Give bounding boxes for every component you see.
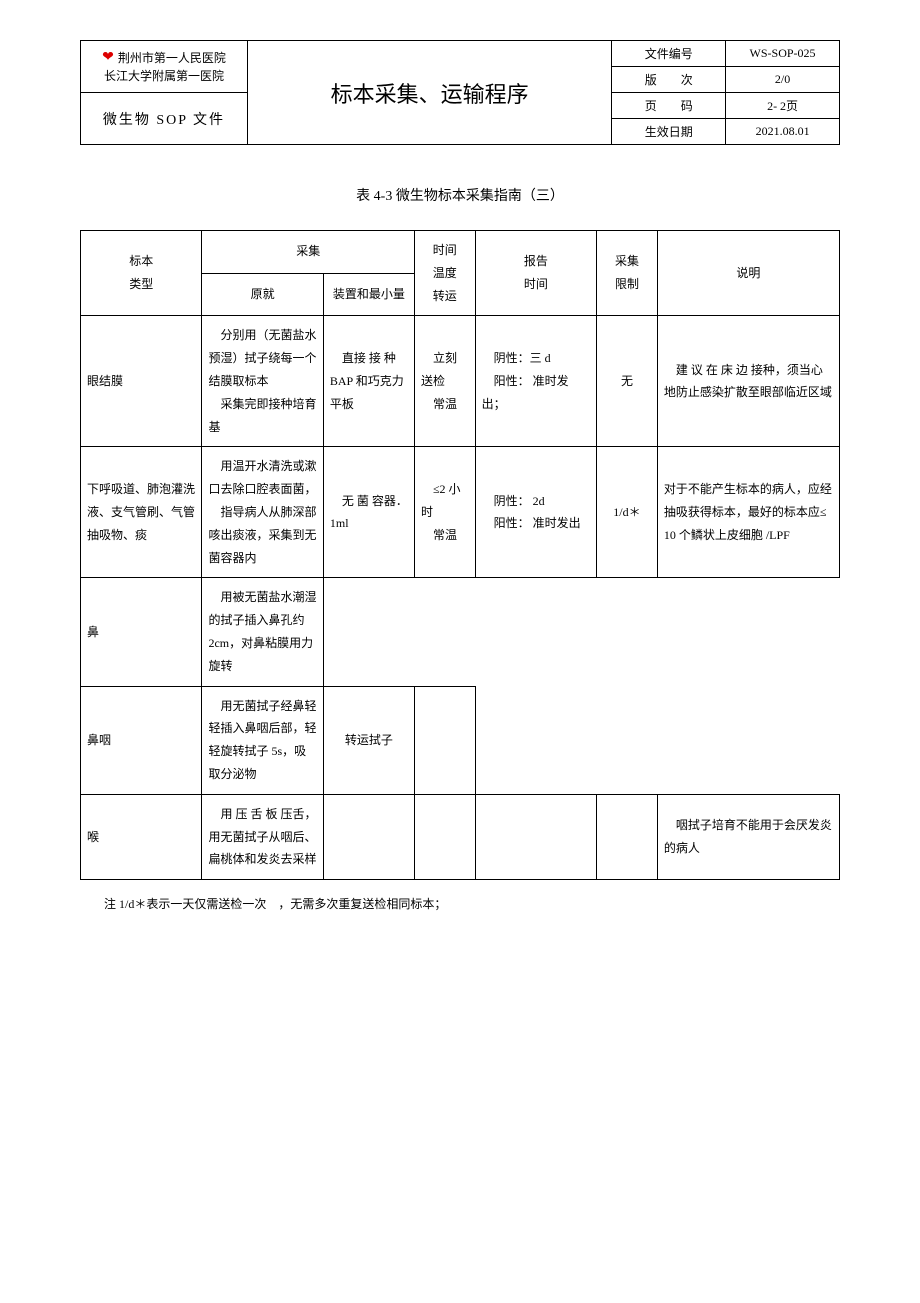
col-collect: 采集 xyxy=(202,231,415,274)
footnote: 注 1/d＊表示一天仅需送检一次 ，无需多次重复送检相同标本； xyxy=(80,895,840,914)
version-value: 2/0 xyxy=(726,67,840,93)
cell-note-merged: 对于不能产生标本的病人，应经抽吸获得标本，最好的标本应≤ 10 个鳞状上皮细胞 … xyxy=(657,447,839,578)
cell-time: 立刻送检 常温 xyxy=(414,316,475,447)
table-row: 鼻咽 用无菌拭子经鼻轻轻插入鼻咽后部，轻轻旋转拭子 5s，吸取分泌物 转运拭子 xyxy=(81,686,840,794)
cell-report xyxy=(475,794,596,879)
table-row: 下呼吸道、肺泡灌洗液、支气管刷、气管抽吸物、痰 用温开水清洗或漱口去除口腔表面菌… xyxy=(81,447,840,578)
col-limit-bot: 限制 xyxy=(603,273,651,296)
date-label: 生效日期 xyxy=(612,119,726,145)
col-type-top: 标本 xyxy=(87,250,195,273)
col-report: 报告 时间 xyxy=(475,231,596,316)
version-label: 版 次 xyxy=(612,67,726,93)
cell-limit xyxy=(597,794,658,879)
table-row: 鼻 用被无菌盐水潮湿的拭子插入鼻孔约 2cm，对鼻粘膜用力旋转 xyxy=(81,578,840,686)
page-title: 表 4-3 微生物标本采集指南（三） xyxy=(80,185,840,205)
col-type: 标本 类型 xyxy=(81,231,202,316)
col-time-top: 时间 xyxy=(421,239,469,262)
heart-icon: ❤ xyxy=(102,48,114,68)
cell-method: 用温开水清洗或漱口去除口腔表面菌， 指导病人从肺深部咳出痰液，采集到无菌容器内 xyxy=(202,447,323,578)
col-time-mid: 温度 xyxy=(421,262,469,285)
cell-note: 咽拭子培育不能用于会厌发炎的病人 xyxy=(657,794,839,879)
cell-limit: 无 xyxy=(597,316,658,447)
cell-note: 建 议 在 床 边 接种，须当心地防止感染扩散至眼部临近区域 xyxy=(657,316,839,447)
hospital-name-2: 长江大学附属第一医院 xyxy=(89,68,239,85)
table-row: 眼结膜 分别用（无菌盐水预湿）拭子绕每一个结膜取标本 采集完即接种培育基 直接 … xyxy=(81,316,840,447)
cell-device: 转运拭子 xyxy=(323,686,414,794)
cell-time-merged: ≤2 小时 常温 xyxy=(414,447,475,578)
hospital-name-1: 荆州市第一人民医院 xyxy=(118,50,226,67)
specimen-guide-table: 标本 类型 采集 时间 温度 转运 报告 时间 采集 限制 说明 原就 装置和最… xyxy=(80,230,840,880)
date-value: 2021.08.01 xyxy=(726,119,840,145)
cell-time xyxy=(414,794,475,879)
cell-type: 眼结膜 xyxy=(81,316,202,447)
hospital-name-line1: ❤ 荆州市第一人民医院 xyxy=(89,48,239,68)
cell-device xyxy=(323,794,414,879)
document-title: 标本采集、运输程序 xyxy=(247,41,611,145)
cell-limit-merged: 1/d＊ xyxy=(597,447,658,578)
sop-label: 微生物 SOP 文件 xyxy=(81,93,248,145)
col-note: 说明 xyxy=(657,231,839,316)
cell-report-merged: 阴性： 2d 阳性： 准时发出 xyxy=(475,447,596,578)
cell-method: 用 压 舌 板 压舌，用无菌拭子从咽后、扁桃体和发炎去采样 xyxy=(202,794,323,879)
cell-report: 阴性：三 d 阳性： 准时发出； xyxy=(475,316,596,447)
col-device: 装置和最小量 xyxy=(323,273,414,316)
cell-type: 鼻 xyxy=(81,578,202,686)
col-time-bot: 转运 xyxy=(421,285,469,308)
cell-type: 喉 xyxy=(81,794,202,879)
col-method: 原就 xyxy=(202,273,323,316)
col-report-bot: 时间 xyxy=(482,273,590,296)
cell-type: 鼻咽 xyxy=(81,686,202,794)
cell-method: 分别用（无菌盐水预湿）拭子绕每一个结膜取标本 采集完即接种培育基 xyxy=(202,316,323,447)
table-header-row-1: 标本 类型 采集 时间 温度 转运 报告 时间 采集 限制 说明 xyxy=(81,231,840,274)
cell-type: 下呼吸道、肺泡灌洗液、支气管刷、气管抽吸物、痰 xyxy=(81,447,202,578)
document-header-table: ❤ 荆州市第一人民医院 长江大学附属第一医院 标本采集、运输程序 文件编号 WS… xyxy=(80,40,840,145)
hospital-logo-cell: ❤ 荆州市第一人民医院 长江大学附属第一医院 xyxy=(81,41,248,93)
col-time: 时间 温度 转运 xyxy=(414,231,475,316)
cell-method: 用无菌拭子经鼻轻轻插入鼻咽后部，轻轻旋转拭子 5s，吸取分泌物 xyxy=(202,686,323,794)
cell-device: 无 菌 容器．1ml xyxy=(323,447,414,578)
cell-device: 直接 接 种BAP 和巧克力平板 xyxy=(323,316,414,447)
cell-method: 用被无菌盐水潮湿的拭子插入鼻孔约 2cm，对鼻粘膜用力旋转 xyxy=(202,578,323,686)
doc-no-value: WS-SOP-025 xyxy=(726,41,840,67)
col-limit-top: 采集 xyxy=(603,250,651,273)
page-value: 2- 2页 xyxy=(726,93,840,119)
cell-note xyxy=(414,686,475,794)
col-limit: 采集 限制 xyxy=(597,231,658,316)
doc-no-label: 文件编号 xyxy=(612,41,726,67)
table-row: 喉 用 压 舌 板 压舌，用无菌拭子从咽后、扁桃体和发炎去采样 咽拭子培育不能用… xyxy=(81,794,840,879)
col-type-bottom: 类型 xyxy=(87,273,195,296)
page-label: 页 码 xyxy=(612,93,726,119)
col-report-top: 报告 xyxy=(482,250,590,273)
